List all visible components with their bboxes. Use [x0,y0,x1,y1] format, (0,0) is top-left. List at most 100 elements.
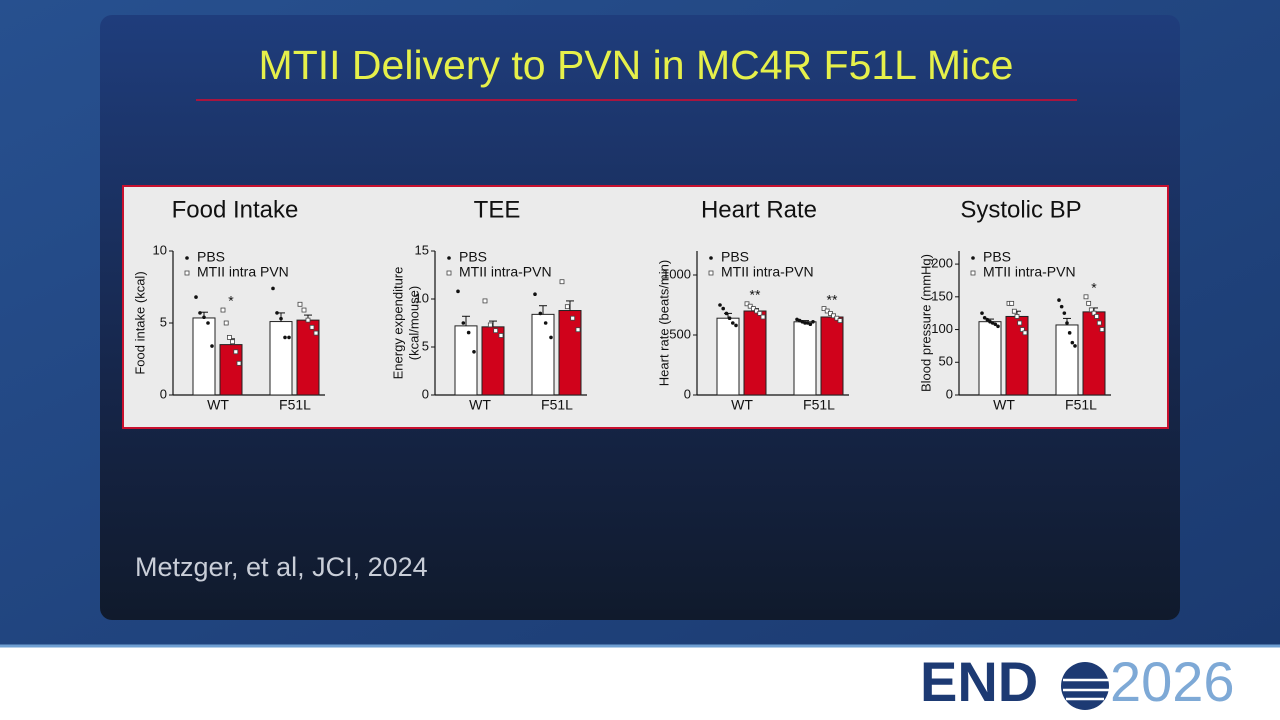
data-point [1059,304,1064,309]
bar [793,321,817,396]
legend-marker [709,256,713,260]
y-tick-label: 200 [931,256,953,271]
data-point [993,322,998,327]
legend-marker [447,256,451,260]
data-point [461,321,466,325]
data-point [990,321,995,325]
bar [743,310,767,396]
x-tick-label: WT [469,397,491,413]
y-tick-label: 0 [160,386,167,401]
chart-title: Systolic BP [960,196,1081,223]
y-tick-label: 5 [422,338,429,353]
data-point [734,323,738,328]
significance: * [228,293,234,309]
data-point [1062,311,1067,315]
bar [192,317,216,396]
data-point [731,321,735,325]
data-point [275,311,279,315]
y-tick-label: 150 [931,288,953,303]
data-point [543,321,548,325]
data-point [721,306,725,311]
data-point [1017,320,1023,326]
legend-label: MTII intra-PVN [721,264,814,280]
data-point [220,307,226,313]
y-tick-label: 0 [684,386,691,401]
legend-label: PBS [721,249,749,265]
legend-marker [971,256,975,260]
x-tick-label: F51L [279,397,311,413]
legend-marker [970,270,976,276]
data-point [233,349,239,355]
legend-marker [708,270,714,276]
y-tick-label: 1000 [662,266,691,281]
logo-left: END [920,650,1038,713]
data-point [297,301,303,307]
y-tick-label: 0 [946,386,953,401]
y-tick-label: 5 [160,314,167,329]
citation: Metzger, et al, JCI, 2024 [135,552,428,582]
data-point [279,316,283,321]
data-point [727,316,732,321]
data-point [283,335,287,340]
significance: * [1091,280,1097,296]
y-tick-label: 500 [669,326,691,341]
data-point [202,315,206,320]
x-tick-label: F51L [1065,397,1097,413]
data-point [549,335,553,340]
bar [1055,324,1079,396]
data-point [194,295,198,299]
data-point [831,313,836,319]
data-point [198,311,202,315]
data-point [456,289,460,294]
x-tick-label: WT [731,397,753,413]
bar [820,316,844,396]
legend-label: MTII intra-PVN [459,264,552,280]
data-point [533,292,537,297]
data-point [1070,340,1075,345]
logo-right: 2026 [1110,650,1235,713]
data-point [487,322,493,328]
data-point [559,279,565,285]
data-point [1083,294,1089,300]
data-point [1009,300,1015,306]
significance: ** [827,291,838,307]
legend-label: PBS [197,249,225,265]
data-point [206,321,210,325]
y-tick-label: 100 [931,321,953,336]
legend-label: PBS [983,249,1011,265]
data-point [837,318,843,324]
y-tick-label: 50 [939,354,953,369]
bar [558,310,582,396]
bar [716,317,740,396]
y-tick-label: 0 [422,386,429,401]
data-point [305,317,311,323]
slide-title: MTII Delivery to PVN in MC4R F51L Mice [259,42,1014,88]
data-point [493,328,499,334]
data-point [223,320,229,326]
legend-marker [446,270,452,276]
data-point [1094,314,1100,319]
data-point [570,315,576,321]
data-point [1022,330,1028,336]
data-point [724,311,729,316]
data-point [538,311,543,316]
data-point [985,317,990,322]
x-tick-label: F51L [803,397,835,413]
data-point [313,330,319,336]
significance: ** [750,287,761,303]
data-point [1099,327,1105,332]
data-point [1091,310,1097,316]
y-tick-label: 15 [415,242,429,257]
data-point [1073,344,1077,348]
data-point [1088,307,1094,313]
data-point [301,307,307,313]
data-point [226,334,232,340]
x-tick-label: WT [993,397,1015,413]
legend-label: MTII intra-PVN [983,264,1076,280]
legend-label: PBS [459,249,487,265]
chart-title: Food Intake [172,196,299,223]
data-point [309,324,315,330]
data-point [498,333,504,338]
data-point [472,350,476,354]
